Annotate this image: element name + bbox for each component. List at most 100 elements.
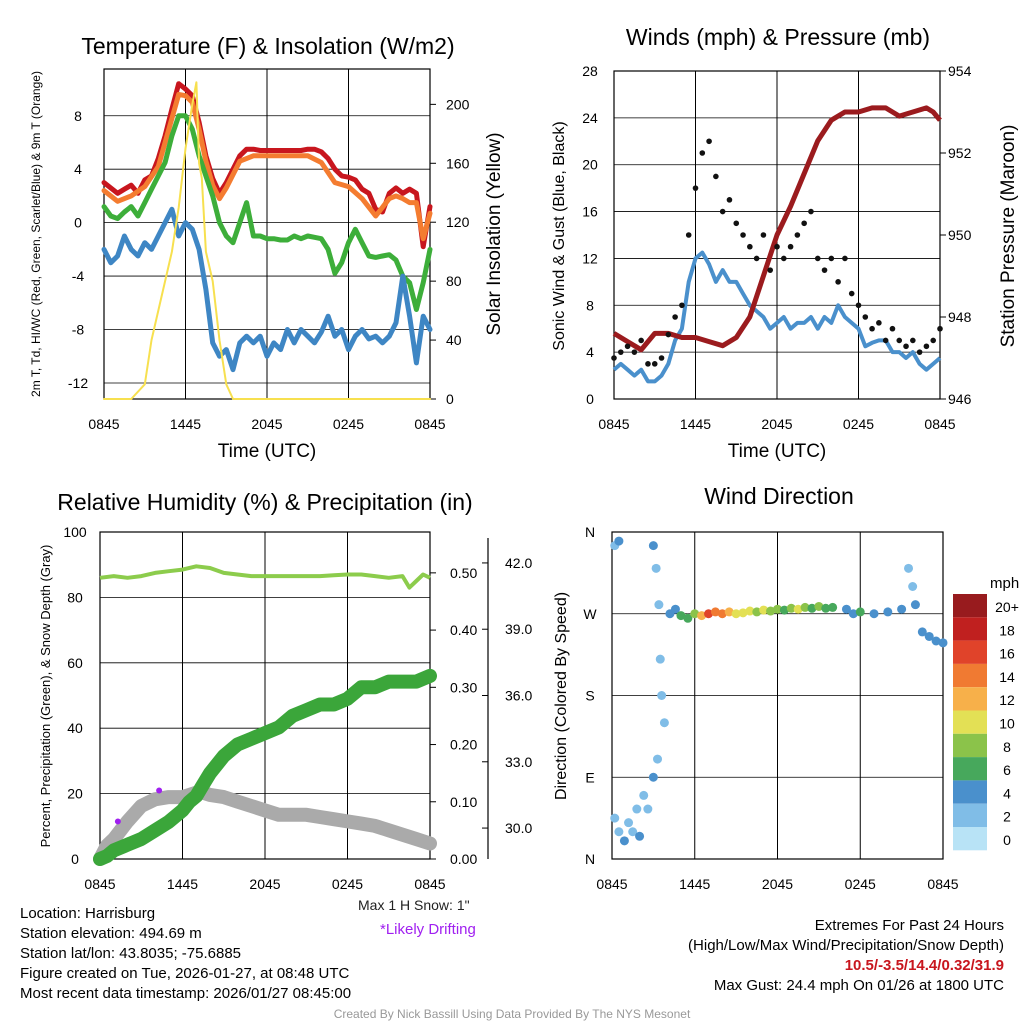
x-axis-label: Time (UTC) xyxy=(728,441,827,462)
temperature-panel: 0845 1445 2045 0245 0845-12-8-40480408012016… xyxy=(29,33,505,462)
gust-point xyxy=(842,255,848,262)
gust-point xyxy=(794,232,801,238)
direction-point xyxy=(821,603,831,613)
direction-point xyxy=(690,609,700,619)
y-tick-label: S xyxy=(585,688,594,704)
drifting-marker xyxy=(156,787,163,794)
gust-point xyxy=(896,337,903,344)
direction-point xyxy=(924,631,934,641)
y-tick-label: 16 xyxy=(582,204,598,220)
x-tick-label: 0245 xyxy=(333,416,364,432)
x-tick-label: 0845 xyxy=(414,876,445,892)
direction-point xyxy=(841,604,851,614)
gust-point xyxy=(828,255,835,262)
gust-point xyxy=(699,150,706,156)
y-tick-label: N xyxy=(585,851,595,867)
direction-point xyxy=(648,772,658,782)
direction-point xyxy=(653,754,663,764)
gust-point xyxy=(787,243,794,250)
direction-point xyxy=(766,606,776,616)
direction-point xyxy=(635,831,645,841)
gust-point xyxy=(733,220,740,227)
direction-point xyxy=(655,654,665,664)
colorbar-label: 10 xyxy=(999,716,1015,732)
y2-tick-label: 946 xyxy=(948,391,972,407)
y2-tick-label: 0 xyxy=(446,391,454,407)
direction-point xyxy=(938,638,948,648)
y2-tick-label: 952 xyxy=(948,145,972,161)
y2-tick-label: 40 xyxy=(446,332,462,348)
gust-point xyxy=(889,325,896,332)
direction-point xyxy=(773,604,782,614)
gust-point xyxy=(713,173,719,180)
direction-point xyxy=(670,604,680,614)
colorbar-label: 20+ xyxy=(995,599,1019,615)
y-tick-label: 8 xyxy=(74,108,82,124)
gust-point xyxy=(638,337,644,344)
location-text: Location: Harrisburg xyxy=(20,905,156,922)
direction-point xyxy=(683,613,693,623)
y-axis-label: 2m T, Td, HI/WC (Red, Green, Scarlet/Blu… xyxy=(29,71,43,397)
direction-point xyxy=(704,609,714,619)
y-axis-label: Percent, Precipitation (Green), & Snow D… xyxy=(38,545,53,848)
x-tick-label: 1445 xyxy=(680,416,711,432)
y-tick-label: 100 xyxy=(63,524,87,540)
gust-point xyxy=(645,361,651,367)
colorbar-label: 2 xyxy=(1003,809,1011,825)
chart-title: Wind Direction xyxy=(704,483,854,509)
chart-title: Temperature (F) & Insolation (W/m2) xyxy=(81,33,454,59)
gust-point xyxy=(719,208,726,215)
gust-point xyxy=(910,337,916,344)
colorbar-label: 14 xyxy=(999,669,1015,685)
direction-point xyxy=(897,604,907,614)
x-tick-label: 1445 xyxy=(167,876,198,892)
gust-point xyxy=(726,197,733,203)
precip-line xyxy=(93,668,437,866)
direction-point xyxy=(786,603,796,613)
gust-point xyxy=(835,279,841,285)
direction-point xyxy=(869,609,879,619)
gust-point xyxy=(774,243,780,250)
credit-line: Created By Nick Bassill Using Data Provi… xyxy=(333,1007,691,1021)
colorbar-swatch xyxy=(953,663,987,688)
y-tick-label: 0 xyxy=(586,391,594,407)
direction-point xyxy=(697,611,707,621)
y-axis-label: Sonic Wind & Gust (Blue, Black) xyxy=(551,121,568,350)
gust-point xyxy=(814,255,821,262)
y-tick-label: 40 xyxy=(67,720,83,736)
direction-point xyxy=(628,827,638,837)
rh-line xyxy=(99,564,431,590)
y-tick-label: 80 xyxy=(67,589,83,605)
gust-point xyxy=(916,349,923,355)
colorbar-label: 4 xyxy=(1003,785,1011,801)
gust-point xyxy=(862,314,869,320)
y-tick-label: 28 xyxy=(582,63,598,79)
y2-tick-label: 80 xyxy=(446,273,462,289)
colorbar-swatch xyxy=(953,780,987,804)
colorbar-swatch xyxy=(953,710,987,734)
colorbar-label: 0 xyxy=(1003,832,1011,848)
x-tick-label: 0845 xyxy=(927,876,958,892)
winds-panel: 0845 1445 2045 0245 084504812162024289469489… xyxy=(551,24,1019,462)
gust-point xyxy=(937,325,943,332)
y2-tick-label: 954 xyxy=(948,63,972,79)
colorbar-label: 8 xyxy=(1003,739,1011,755)
direction-point xyxy=(848,609,858,619)
colorbar-title: mph xyxy=(990,575,1019,592)
y-tick-label: 8 xyxy=(586,297,594,313)
humidity-panel: 0845 1445 2045 0245 0845 0 20 40 60 80 100 0.00 0.10… xyxy=(38,489,532,892)
colorbar-swatch xyxy=(953,617,987,641)
x-axis-label: Time (UTC) xyxy=(218,441,317,462)
direction-point xyxy=(651,563,661,573)
x-tick-label: 2045 xyxy=(251,416,282,432)
direction-point xyxy=(710,607,720,617)
gust-point xyxy=(679,302,685,309)
created-text: Figure created on Tue, 2026-01-27, at 08… xyxy=(20,965,350,982)
chart-title: Relative Humidity (%) & Precipitation (i… xyxy=(57,489,472,515)
direction-point xyxy=(917,627,927,637)
gust-point xyxy=(848,290,855,297)
gust-point xyxy=(672,314,678,320)
x-tick-label: 0845 xyxy=(84,876,115,892)
